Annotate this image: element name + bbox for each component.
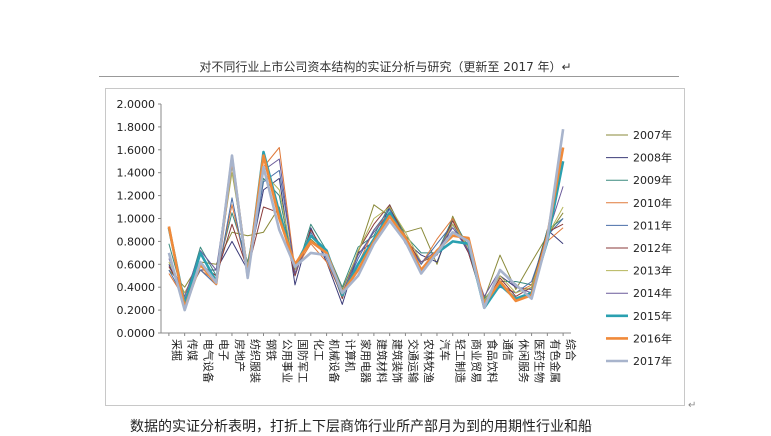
x-tick-label: 电子	[217, 339, 230, 361]
svg-text:农林牧渔: 农林牧渔	[422, 339, 436, 383]
x-tick-label: 综合	[564, 339, 578, 361]
svg-text:计算机: 计算机	[343, 339, 357, 372]
legend-label: 2015年	[633, 309, 672, 323]
svg-text:建筑材料: 建筑材料	[375, 339, 389, 383]
svg-text:钢铁: 钢铁	[265, 339, 278, 361]
y-tick-label: 1.2000	[117, 190, 156, 203]
svg-text:纺织服装: 纺织服装	[249, 339, 263, 383]
x-tick-label: 化工	[312, 339, 326, 361]
y-tick-label: 0.2000	[117, 304, 156, 317]
series-line-2012年	[168, 204, 564, 305]
y-tick-label: 0.8000	[117, 235, 156, 248]
y-tick-label: 0.6000	[117, 258, 156, 271]
svg-text:传媒: 传媒	[186, 339, 199, 361]
x-tick-label: 建筑材料	[375, 339, 389, 383]
legend-label: 2016年	[633, 331, 672, 345]
svg-text:电子: 电子	[217, 339, 230, 361]
legend-label: 2011年	[633, 218, 672, 232]
svg-text:综合: 综合	[564, 339, 578, 361]
svg-text:公用事业: 公用事业	[280, 339, 293, 383]
legend-label: 2008年	[633, 151, 672, 165]
body-text-line: 数据的实证分析表明，打折上下层商饰行业所产部月为到的用期性行业和船	[130, 419, 592, 435]
x-tick-label: 家用电器	[359, 339, 373, 383]
x-tick-label: 公用事业	[280, 339, 293, 383]
x-tick-label: 国防军工	[296, 339, 310, 383]
svg-text:电气设备: 电气设备	[201, 339, 215, 383]
legend-label: 2007年	[633, 128, 672, 142]
legend-label: 2013年	[633, 264, 672, 278]
series-line-2010年	[168, 147, 564, 305]
y-tick-label: 0.4000	[117, 281, 156, 294]
x-tick-label: 电气设备	[201, 339, 215, 383]
paragraph-mark: ↵	[688, 400, 697, 411]
legend-label: 2017年	[633, 354, 672, 368]
svg-text:建筑装饰: 建筑装饰	[391, 339, 405, 383]
y-tick-label: 1.0000	[117, 213, 156, 226]
x-tick-label: 汽车	[438, 339, 452, 361]
x-tick-label: 轻工制造	[454, 339, 468, 383]
svg-text:轻工制造: 轻工制造	[454, 339, 468, 383]
x-tick-label: 纺织服装	[249, 339, 263, 383]
chart-frame: 0.0000 0.2000 0.4000 0.6000 0.8000 1.0000 1.20…	[105, 88, 685, 406]
x-tick-label: 农林牧渔	[422, 339, 436, 383]
svg-text:国防军工: 国防军工	[296, 339, 310, 383]
y-tick-label: 2.0000	[117, 98, 156, 111]
svg-text:汽车: 汽车	[438, 339, 452, 361]
svg-text:有色金属: 有色金属	[548, 339, 562, 383]
x-tick-label: 通信	[501, 339, 514, 361]
svg-text:化工: 化工	[312, 339, 326, 361]
y-tick-label: 1.8000	[117, 121, 156, 134]
y-tick-label: 1.6000	[117, 144, 156, 157]
x-tick-label: 食品饮料	[485, 339, 499, 383]
x-tick-label: 商业贸易	[470, 339, 484, 383]
page-title: 对不同行业上市公司资本结构的实证分析与研究（更新至 2017 年）↵	[199, 60, 572, 74]
legend-label: 2012年	[633, 241, 672, 255]
y-tick-label: 1.4000	[117, 167, 156, 180]
series-line-2017年	[167, 129, 565, 312]
legend-label: 2009年	[633, 173, 672, 187]
x-tick-label: 机械设备	[328, 339, 342, 383]
svg-text:机械设备: 机械设备	[328, 339, 342, 383]
x-tick-label: 房地产	[233, 339, 247, 372]
x-tick-label: 计算机	[343, 339, 357, 372]
x-tick-label: 有色金属	[548, 339, 562, 383]
x-tick-label: 建筑装饰	[391, 339, 405, 383]
svg-text:交通运输: 交通运输	[406, 339, 420, 383]
svg-text:通信: 通信	[501, 339, 514, 361]
legend-label: 2014年	[633, 286, 672, 300]
title-underline	[99, 76, 679, 77]
svg-text:采掘: 采掘	[170, 339, 184, 361]
x-tick-label: 医药生物	[533, 339, 547, 383]
x-tick-label: 传媒	[186, 339, 199, 361]
x-tick-label: 钢铁	[265, 339, 278, 361]
svg-text:食品饮料: 食品饮料	[485, 339, 499, 383]
legend-label: 2010年	[633, 196, 672, 210]
line-chart: 0.0000 0.2000 0.4000 0.6000 0.8000 1.0000 1.20…	[117, 98, 673, 383]
series-line-2013年	[168, 172, 564, 302]
svg-text:家用电器: 家用电器	[359, 339, 373, 383]
x-tick-label: 休闲服务	[517, 339, 531, 383]
y-tick-label: 0.0000	[117, 327, 156, 340]
svg-text:房地产: 房地产	[233, 339, 247, 372]
svg-text:商业贸易: 商业贸易	[470, 339, 484, 383]
svg-text:医药生物: 医药生物	[533, 339, 547, 383]
x-tick-label: 交通运输	[406, 339, 420, 383]
x-tick-label: 采掘	[170, 339, 184, 361]
svg-text:休闲服务: 休闲服务	[517, 339, 531, 383]
